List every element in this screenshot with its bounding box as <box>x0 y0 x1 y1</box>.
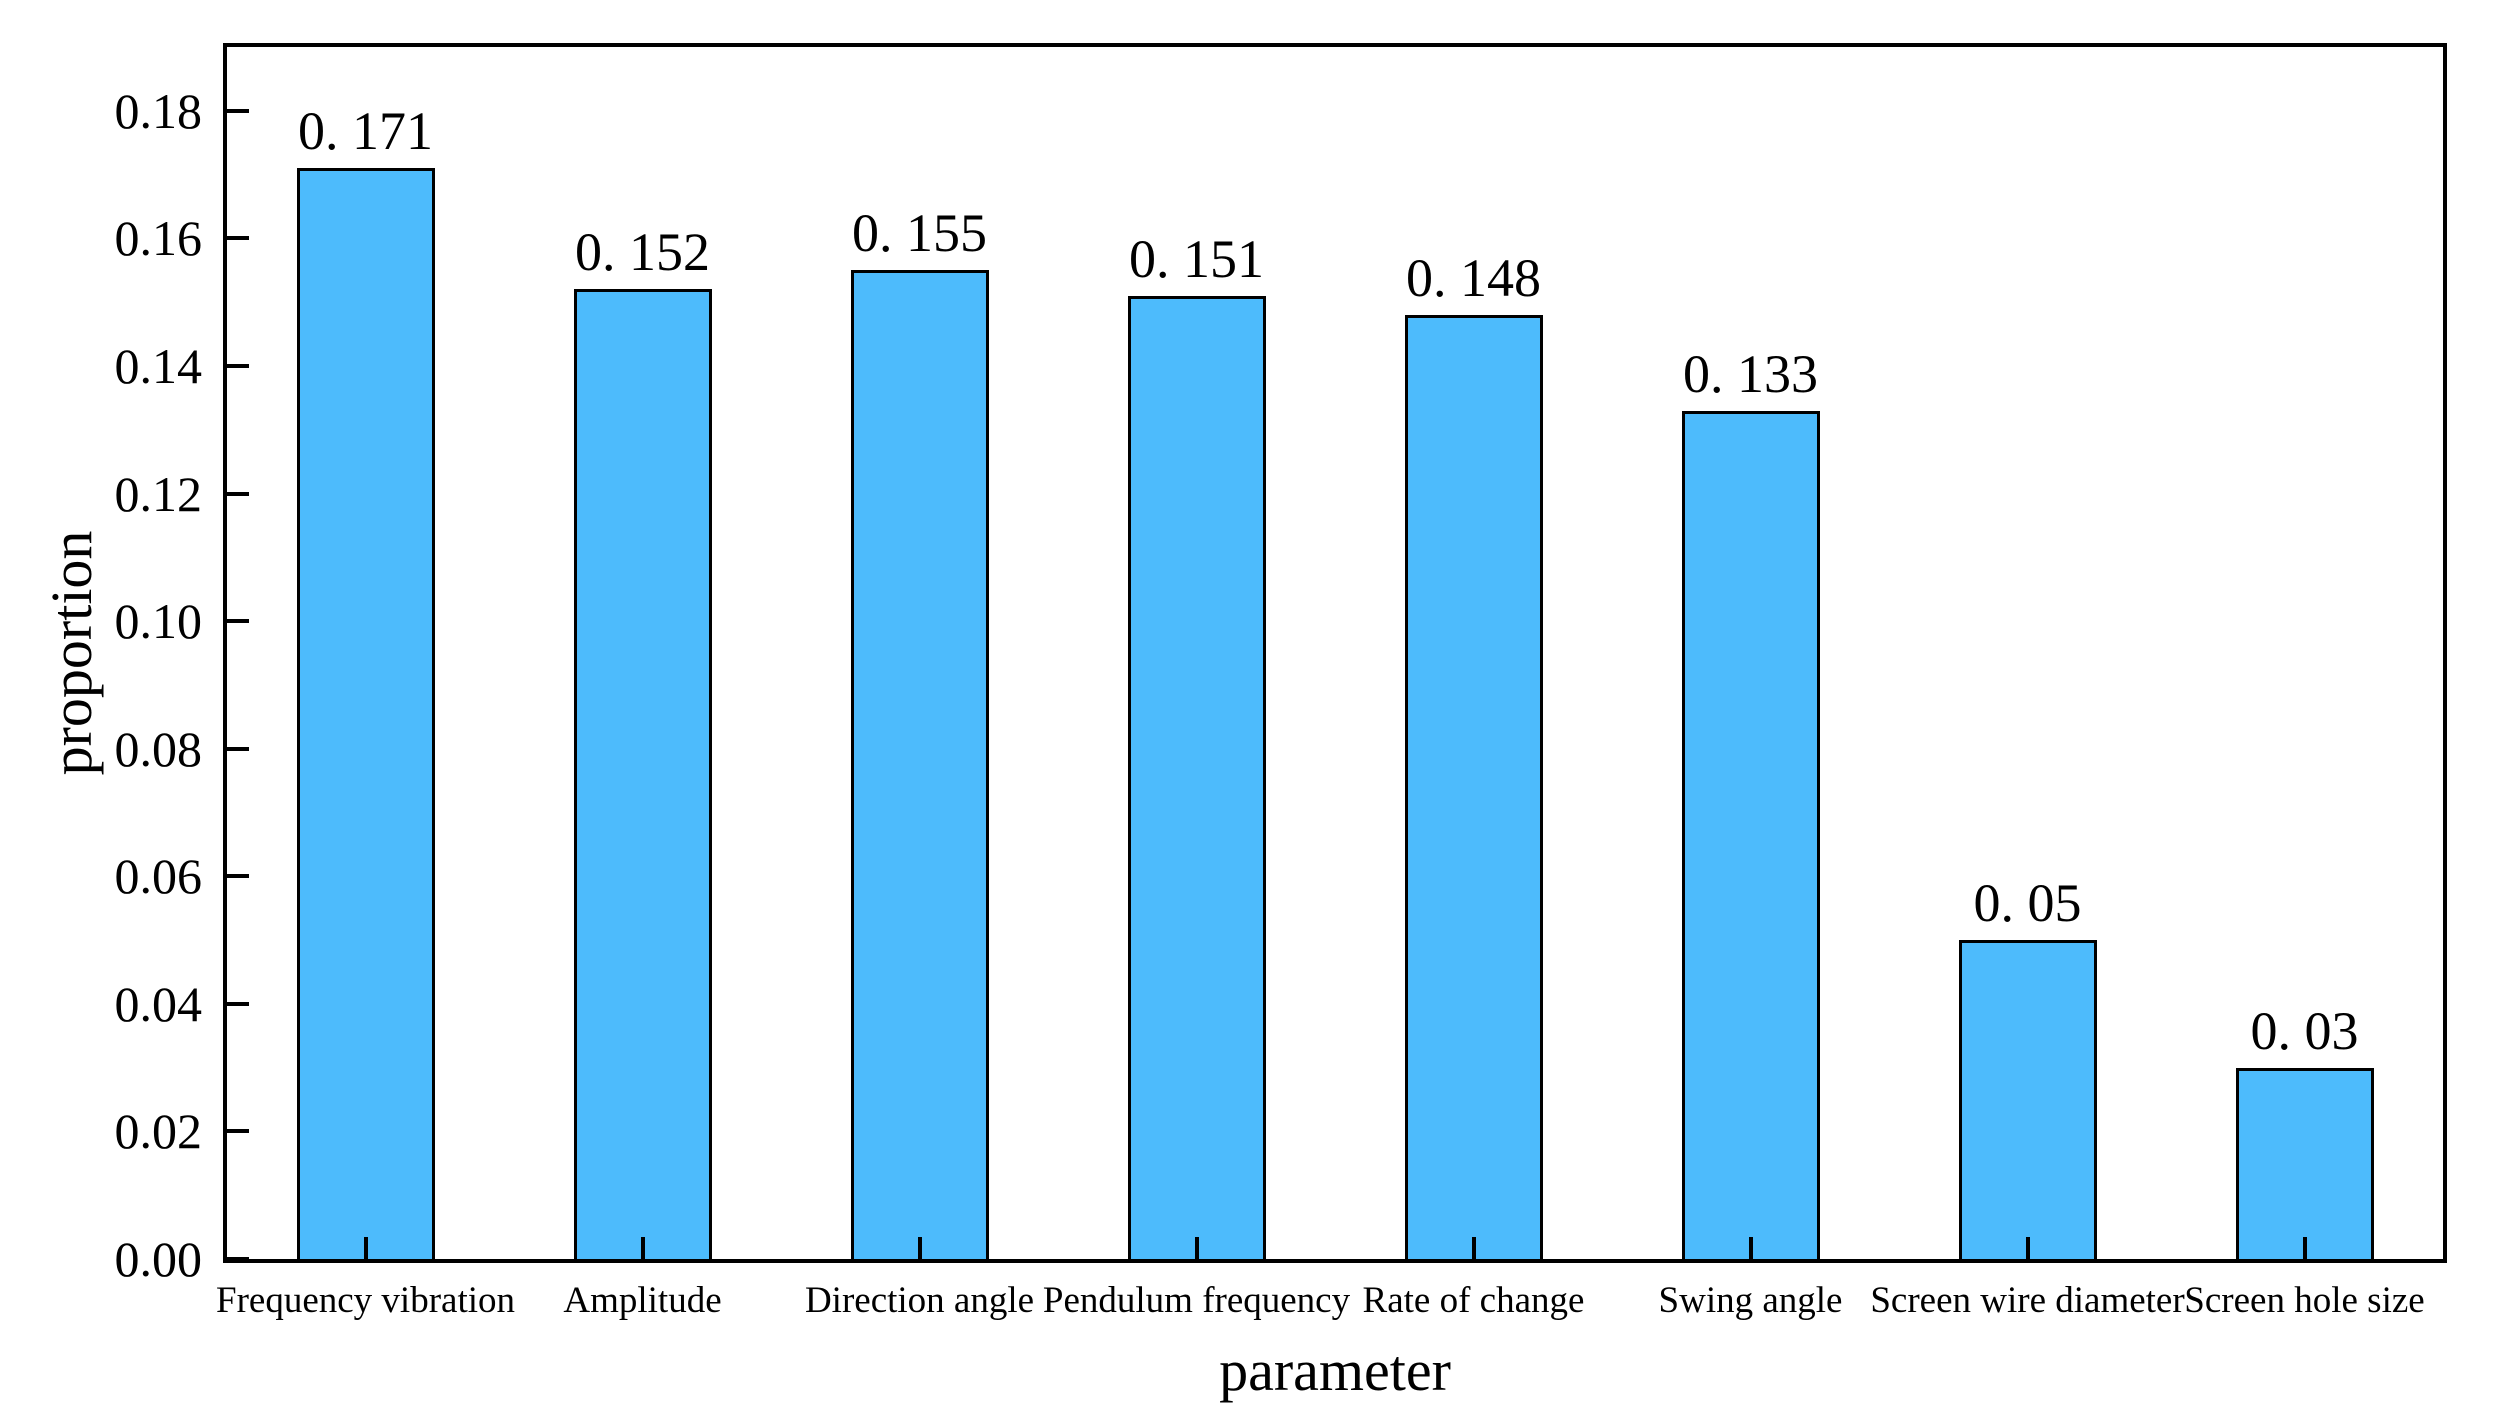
bar <box>1681 410 1820 1259</box>
plot-area: 0.00 0.02 0.04 0.06 0.08 0.10 0.12 0.14 0.16 0.18… <box>115 43 2447 1321</box>
x-axis-title: parameter <box>1219 1338 1451 1403</box>
bar-value-label: 0. 152 <box>575 222 710 283</box>
x-category-label: Frequency vibration <box>216 1280 515 1321</box>
y-axis-tick-label: 0.10 <box>114 593 203 650</box>
x-axis-tick <box>2025 1237 2030 1259</box>
y-axis-title: proportion <box>39 530 104 776</box>
y-axis-tick <box>227 108 249 113</box>
y-axis-tick <box>227 1001 249 1006</box>
x-category-label: Rate of change <box>1362 1280 1585 1321</box>
y-axis-tick <box>227 1257 249 1261</box>
bar-value-label: 0. 171 <box>298 101 433 162</box>
bar <box>1958 940 2097 1259</box>
y-axis-tick <box>227 363 249 368</box>
y-axis-tick-label: 0.12 <box>114 465 203 522</box>
bar-value-label: 0. 133 <box>1683 343 1818 404</box>
y-axis-tick-label: 0.14 <box>114 337 203 394</box>
x-axis-tick <box>640 1237 645 1259</box>
bar <box>296 168 435 1259</box>
x-category-label: Amplitude <box>563 1280 722 1321</box>
x-category-label: Swing angle <box>1658 1280 1843 1321</box>
bar <box>2235 1067 2374 1259</box>
x-category-label: Screen hole size <box>2184 1280 2425 1321</box>
x-category-label: Pendulum frequency <box>1042 1280 1351 1321</box>
x-axis-tick <box>363 1237 368 1259</box>
x-axis-tick <box>1194 1237 1199 1259</box>
bar-value-label: 0. 05 <box>1973 873 2082 934</box>
y-axis-tick <box>227 619 249 624</box>
bar-value-label: 0. 151 <box>1129 228 1264 289</box>
y-axis-tick-label: 0.00 <box>114 1231 203 1287</box>
y-axis-tick <box>227 874 249 879</box>
y-axis-tick-label: 0.02 <box>114 1103 203 1160</box>
x-axis-tick <box>1471 1237 1476 1259</box>
bar-value-label: 0. 03 <box>2250 1000 2359 1061</box>
y-axis-tick <box>227 746 249 751</box>
y-axis-tick <box>227 236 249 241</box>
y-axis-tick-label: 0.18 <box>114 82 203 139</box>
bar-value-label: 0. 148 <box>1406 247 1541 308</box>
bar <box>573 289 712 1259</box>
y-axis-tick-label: 0.08 <box>114 720 203 777</box>
x-axis-tick <box>1748 1237 1753 1259</box>
bar-value-label: 0. 155 <box>852 203 987 264</box>
bar <box>850 270 989 1259</box>
y-axis-tick-label: 0.16 <box>114 210 203 267</box>
y-axis-tick-label: 0.04 <box>114 975 203 1032</box>
x-category-label: Screen wire diameter <box>1870 1280 2185 1321</box>
bar <box>1404 314 1543 1259</box>
x-category-label: Direction angle <box>804 1280 1035 1321</box>
bar <box>1127 295 1266 1259</box>
y-axis-tick <box>227 1129 249 1134</box>
y-axis-tick <box>227 491 249 496</box>
y-axis-tick-label: 0.06 <box>114 848 203 905</box>
x-axis-tick <box>917 1237 922 1259</box>
x-axis-tick <box>2302 1237 2307 1259</box>
